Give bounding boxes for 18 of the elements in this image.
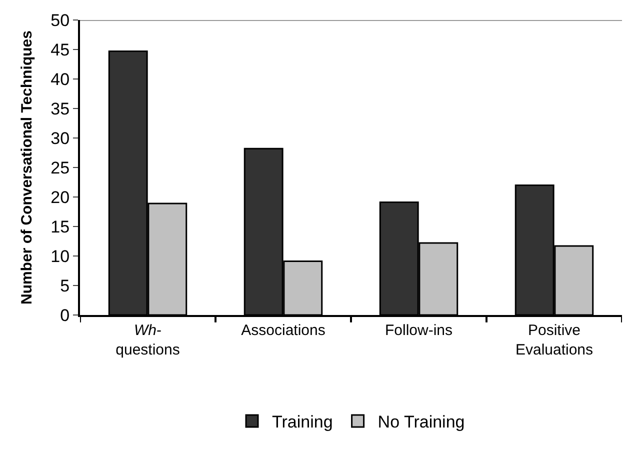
y-axis-title: Number of Conversational Techniques: [18, 30, 36, 304]
y-tick-label: 50: [50, 10, 70, 30]
x-tick-label: Follow-ins: [384, 322, 453, 339]
y-tick-label: 45: [50, 40, 70, 60]
y-tick-label: 25: [50, 158, 70, 178]
x-tick-label: Positive Evaluations: [515, 322, 594, 358]
y-tick-label: 40: [50, 70, 70, 89]
legend-label: Training: [272, 412, 333, 432]
y-tick-label: 5: [60, 276, 70, 296]
x-tick-label: Wh-questions: [116, 322, 180, 358]
y-tick-label: 20: [50, 188, 70, 207]
y-tick-label: 30: [50, 128, 70, 148]
y-tick-label: 10: [50, 246, 70, 266]
y-tick-label: 0: [60, 306, 70, 325]
legend-label: No Training: [378, 412, 465, 432]
y-tick-label: 35: [50, 99, 70, 118]
y-tick-label: 15: [50, 217, 70, 236]
x-tick-label: Associations: [241, 322, 326, 339]
